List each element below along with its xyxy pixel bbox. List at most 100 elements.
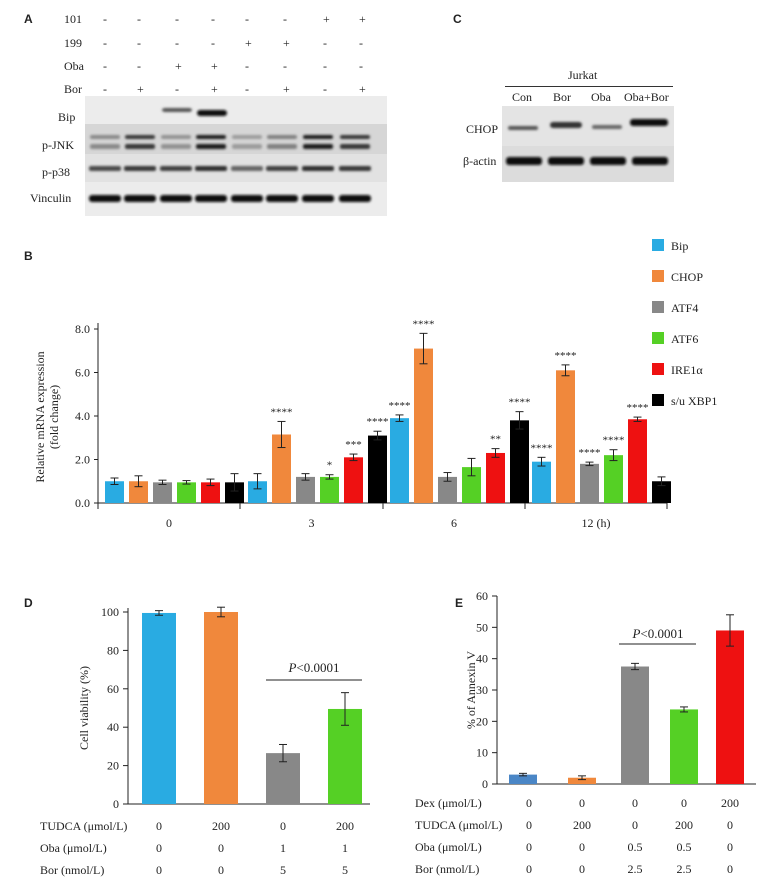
lane-label-oba: Oba (591, 90, 611, 104)
blot-label-chop: CHOP (466, 122, 499, 136)
significance-stars: **** (413, 318, 435, 330)
bar (568, 777, 596, 784)
bar (580, 463, 599, 503)
cell-line-underline (505, 86, 673, 87)
y-tick-label: 40 (107, 720, 119, 734)
significance-stars: **** (579, 447, 601, 459)
condition-value: 0.5 (677, 840, 692, 854)
significance-stars: *** (345, 439, 362, 451)
bip-band (162, 108, 192, 112)
significance-stars: **** (627, 402, 649, 414)
bar (225, 482, 244, 503)
vinculin-band (302, 195, 334, 202)
treatment-mark: + (359, 82, 366, 96)
condition-value: 0 (632, 818, 638, 832)
pjnk-band-upper (232, 135, 262, 139)
legend-label: CHOP (671, 270, 703, 284)
treatment-mark: - (137, 12, 141, 26)
condition-value: 0.5 (628, 840, 643, 854)
blot-label-bip: Bip (58, 110, 76, 124)
condition-label: TUDCA (μmol/L) (40, 819, 127, 833)
actin-band-obabor (632, 157, 668, 165)
bar (390, 418, 409, 503)
bar (129, 481, 148, 503)
y-tick-label: 0 (113, 797, 119, 811)
lane-label-oba-bor: Oba+Bor (624, 90, 669, 104)
y-tick-label: 6.0 (75, 366, 90, 380)
blot-label-vinculin: Vinculin (30, 191, 72, 205)
condition-value: 0 (579, 840, 585, 854)
significance-stars: **** (389, 400, 411, 412)
treatment-mark: - (137, 36, 141, 50)
treatment-mark: - (103, 12, 107, 26)
condition-value: 2.5 (628, 862, 643, 876)
bar (532, 461, 551, 503)
condition-value: 5 (342, 863, 348, 877)
pjnk-band-lower (161, 144, 191, 149)
actin-band-con (506, 157, 542, 165)
condition-value: 0 (526, 818, 532, 832)
y-tick-label: 100 (101, 605, 119, 619)
condition-value: 200 (721, 796, 739, 810)
condition-value: 0 (727, 840, 733, 854)
y-tick-label: 0.0 (75, 496, 90, 510)
legend-label: Bip (671, 239, 688, 253)
blot-label-pp38: p-p38 (42, 165, 70, 179)
blot-label-pjnk: p-JNK (42, 138, 74, 152)
treatment-mark: - (103, 59, 107, 73)
pjnk-band-lower (90, 144, 120, 149)
treatment-mark: + (283, 36, 290, 50)
treatment-mark: - (283, 12, 287, 26)
legend-label: ATF4 (671, 301, 698, 315)
condition-label: Dex (μmol/L) (415, 796, 482, 810)
pp38-band (89, 166, 121, 171)
bar (201, 482, 220, 503)
significance-stars: **** (603, 435, 625, 447)
condition-value: 0 (156, 819, 162, 833)
bar (344, 457, 363, 503)
bar (320, 476, 339, 503)
row-label-bor: Bor (64, 82, 82, 96)
treatment-mark: - (175, 36, 179, 50)
condition-value: 0 (526, 840, 532, 854)
panel-c-western-blot (502, 106, 674, 182)
blot-label-beta-actin: β-actin (463, 154, 497, 168)
treatment-mark: - (137, 59, 141, 73)
vinculin-band (160, 195, 192, 202)
bar (248, 481, 267, 503)
bar (486, 452, 505, 503)
condition-value: 0 (579, 862, 585, 876)
y-tick-label: 20 (107, 759, 119, 773)
treatment-mark: + (245, 36, 252, 50)
treatment-mark: - (103, 82, 107, 96)
condition-value: 0 (727, 862, 733, 876)
condition-label: TUDCA (μmol/L) (415, 818, 502, 832)
panel-a-letter: A (24, 12, 33, 26)
treatment-mark: + (283, 82, 290, 96)
chop-band-oba (592, 125, 622, 129)
significance-stars: * (327, 460, 333, 472)
y-axis-label: % of Annexin V (464, 651, 478, 729)
treatment-mark: - (211, 36, 215, 50)
legend-label: ATF6 (671, 332, 698, 346)
pp38-band (195, 166, 227, 171)
y-tick-label: 20 (476, 714, 488, 728)
legend-swatch (652, 270, 664, 282)
treatment-mark: - (103, 36, 107, 50)
bar (621, 666, 649, 784)
pjnk-band-upper (196, 135, 226, 139)
treatment-mark: - (323, 36, 327, 50)
panel-e-chart: 0 10 20 30 40 50 60 % of Annexin V P<0.0001 Dex (… (415, 589, 756, 876)
significance-stars: **** (531, 442, 553, 454)
y-tick-label: 40 (476, 652, 488, 666)
lane-label-con: Con (512, 90, 533, 104)
treatment-mark: + (175, 59, 182, 73)
legend-label: s/u XBP1 (671, 394, 717, 408)
condition-value: 0 (681, 796, 687, 810)
condition-label: Bor (nmol/L) (40, 863, 104, 877)
bar (105, 481, 124, 503)
condition-label: Bor (nmol/L) (415, 862, 479, 876)
y-tick-label: 60 (476, 589, 488, 603)
y-tick-label: 10 (476, 746, 488, 760)
chop-band-obabor (630, 119, 668, 126)
